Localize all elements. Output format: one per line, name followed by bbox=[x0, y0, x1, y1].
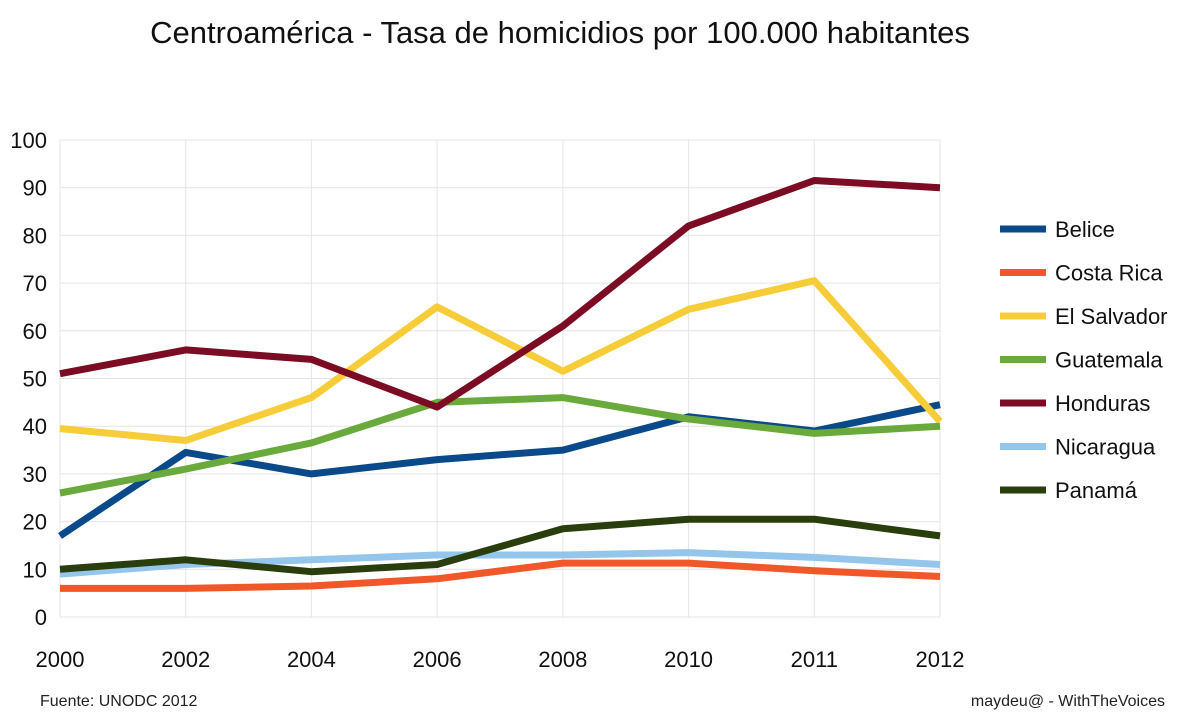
y-tick-label: 70 bbox=[23, 271, 47, 296]
legend-label: Honduras bbox=[1055, 391, 1150, 416]
series-line-guatemala bbox=[59, 394, 941, 497]
y-tick-label: 80 bbox=[23, 223, 47, 248]
legend: Belice Costa Rica El Salvador Guatemala Hond… bbox=[1000, 217, 1168, 503]
y-tick-label: 100 bbox=[10, 128, 47, 153]
credit-note: maydeu@ - WithTheVoices bbox=[971, 693, 1165, 710]
legend-label: Nicaragua bbox=[1055, 435, 1156, 460]
series-line-honduras bbox=[59, 177, 941, 411]
x-tick-label: 2012 bbox=[916, 647, 965, 672]
y-tick-label: 10 bbox=[23, 557, 47, 582]
chart-title: Centroamérica - Tasa de homicidios por 1… bbox=[150, 15, 970, 50]
series-line-panama bbox=[59, 515, 941, 576]
x-axis-tick-labels: 2000 2002 2004 2006 2008 2010 2011 2012 bbox=[36, 647, 965, 672]
series-lines bbox=[58, 177, 943, 592]
y-tick-label: 30 bbox=[23, 462, 47, 487]
source-note: Fuente: UNODC 2012 bbox=[40, 693, 198, 710]
legend-label: Belice bbox=[1055, 217, 1115, 242]
y-axis-tick-labels: 0 10 20 30 40 50 60 70 80 90 100 bbox=[10, 128, 47, 630]
y-tick-label: 60 bbox=[23, 319, 47, 344]
x-tick-label: 2006 bbox=[413, 647, 462, 672]
series-line-costa-rica bbox=[60, 559, 941, 592]
y-tick-label: 0 bbox=[35, 605, 47, 630]
y-tick-label: 20 bbox=[23, 510, 47, 535]
x-tick-label: 2002 bbox=[161, 647, 210, 672]
y-tick-label: 40 bbox=[23, 414, 47, 439]
grid-lines bbox=[59, 139, 941, 618]
legend-label: El Salvador bbox=[1055, 304, 1168, 329]
y-tick-label: 50 bbox=[23, 367, 47, 392]
x-tick-label: 2010 bbox=[664, 647, 713, 672]
x-tick-label: 2008 bbox=[538, 647, 587, 672]
legend-label: Costa Rica bbox=[1055, 261, 1163, 286]
y-tick-label: 90 bbox=[23, 176, 47, 201]
x-tick-label: 2011 bbox=[791, 647, 838, 672]
x-tick-label: 2004 bbox=[287, 647, 336, 672]
series-line-el-salvador bbox=[59, 277, 943, 444]
x-tick-label: 2000 bbox=[36, 647, 85, 672]
legend-label: Panamá bbox=[1055, 478, 1138, 503]
legend-label: Guatemala bbox=[1055, 348, 1163, 373]
